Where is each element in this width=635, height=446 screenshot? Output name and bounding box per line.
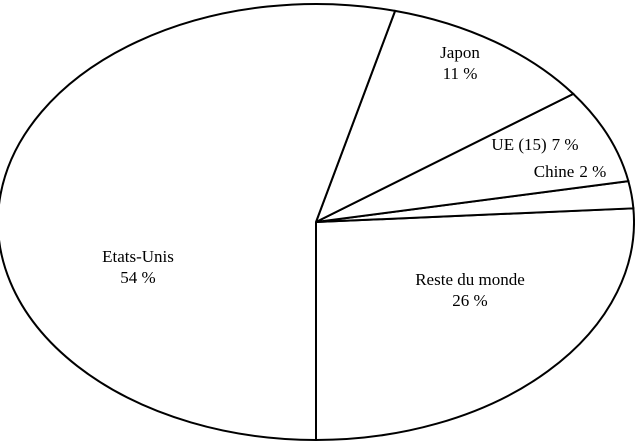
value-label: 2 % [579, 162, 606, 181]
pie-slice [315, 207, 635, 442]
slice-label: Reste du monde 26 % [415, 270, 525, 310]
category-label: Japon [440, 43, 480, 62]
slice-label: Japon 11 % [440, 43, 480, 83]
value-label: 26 % [452, 291, 487, 310]
value-label: 54 % [120, 268, 155, 287]
slice-label: Etats-Unis 54 % [102, 247, 174, 287]
pie-slice [314, 9, 575, 225]
value-label: 7 % [552, 135, 579, 154]
pie-slice [0, 3, 397, 442]
category-label: Reste du monde [415, 270, 525, 289]
category-label: UE (15) [491, 135, 546, 154]
value-label: 11 % [443, 64, 478, 83]
slice-label: UE (15) 7 % [491, 135, 578, 154]
pie-slice [315, 92, 630, 223]
slice-label: Chine 2 % [534, 162, 607, 181]
category-label: Etats-Unis [102, 247, 174, 266]
category-label: Chine [534, 162, 575, 181]
